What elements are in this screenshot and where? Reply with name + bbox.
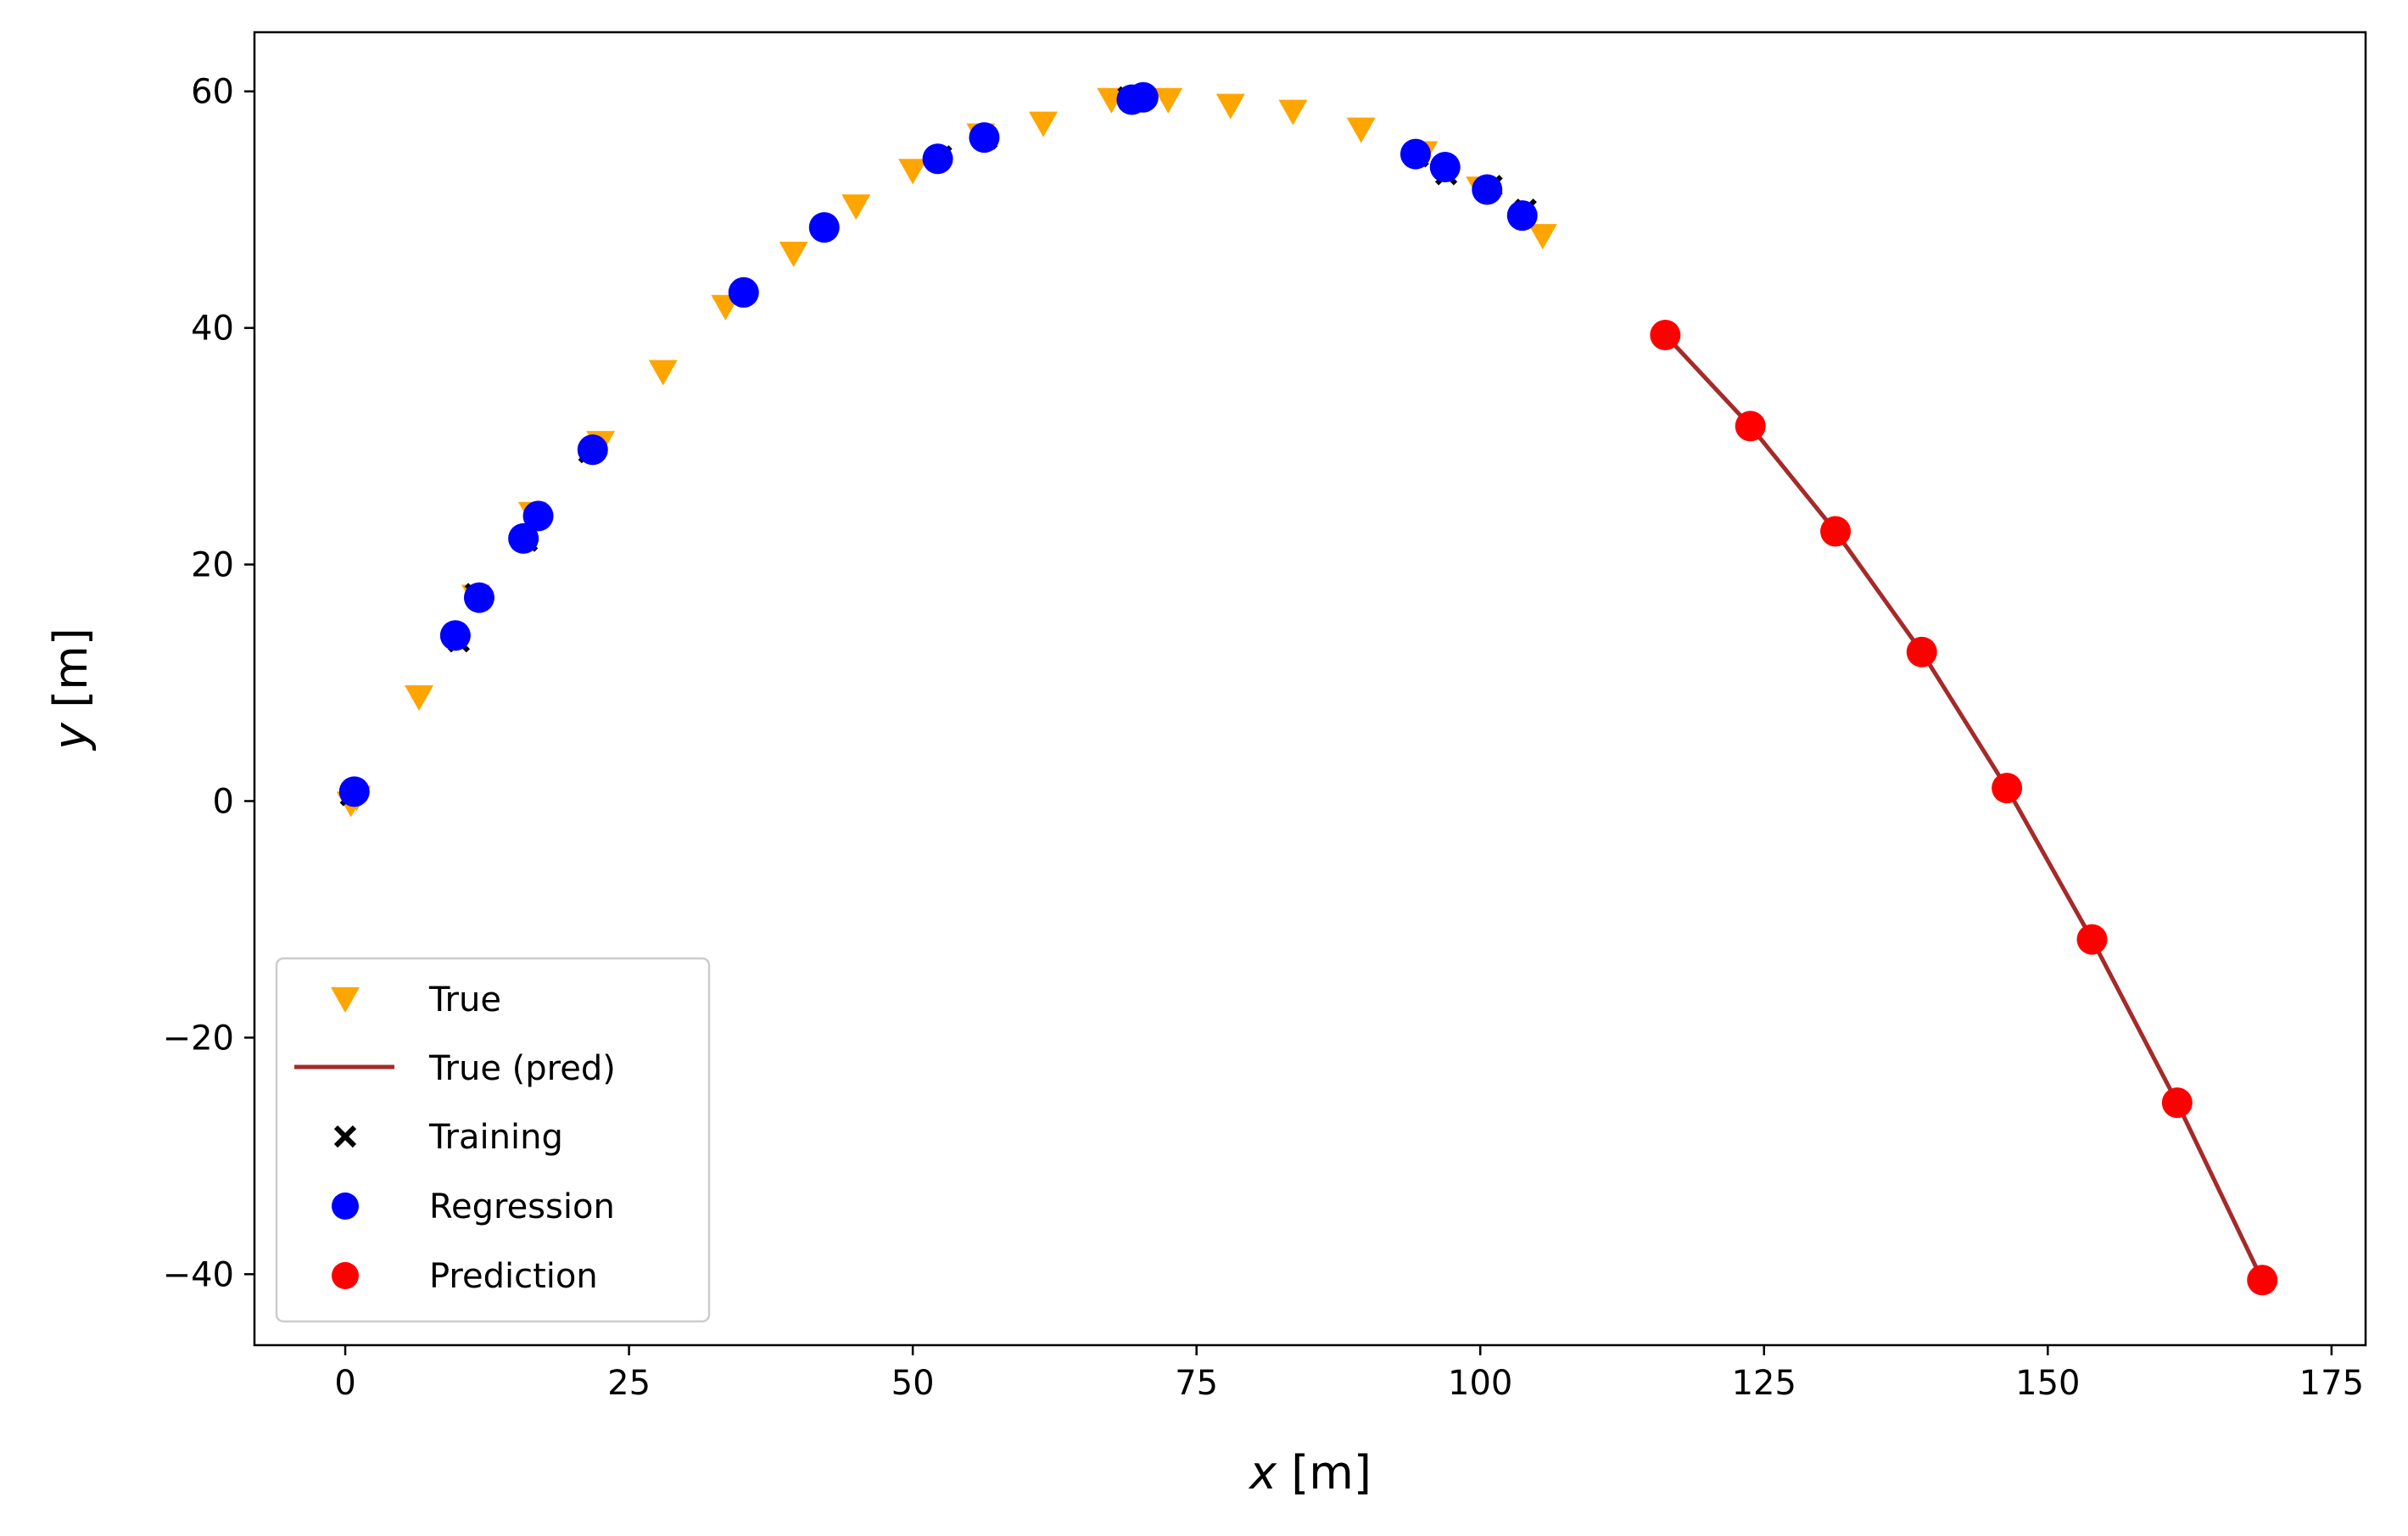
- y-tick-label: −40: [163, 1255, 234, 1294]
- y-axis-variable: y: [44, 722, 98, 751]
- regression-point: [969, 122, 1000, 154]
- plot-marks: [336, 81, 2278, 1296]
- true-point: [779, 242, 808, 267]
- x-tick-label: 175: [2299, 1364, 2364, 1403]
- legend-label-training: Training: [428, 1118, 563, 1157]
- legend-entry-prediction: Prediction: [332, 1257, 598, 1296]
- regression-point: [522, 500, 554, 532]
- regression-point: [1472, 174, 1503, 205]
- legend-marker-training: [333, 1125, 357, 1148]
- prediction-point: [1992, 773, 2023, 804]
- prediction-point: [1906, 636, 1937, 667]
- y-axis-ticks: −40 −20 0 20 40 60: [163, 73, 254, 1294]
- legend-box: [275, 957, 711, 1323]
- legend-marker-true: [331, 987, 360, 1013]
- y-tick-label: 40: [191, 310, 234, 349]
- true-point: [648, 360, 678, 386]
- prediction-point: [1820, 516, 1852, 547]
- legend-marker-prediction: [332, 1262, 359, 1289]
- x-tick-label: 150: [2015, 1364, 2080, 1403]
- legend-marker-regression: [332, 1192, 359, 1220]
- prediction-point: [1735, 411, 1766, 442]
- y-tick-label: 60: [191, 73, 234, 112]
- regression-point: [508, 522, 539, 554]
- legend-entry-regression: Regression: [332, 1187, 615, 1226]
- y-axis-unit: [m]: [44, 628, 98, 723]
- true-point: [1528, 224, 1557, 250]
- true-point: [841, 194, 871, 221]
- prediction-point: [2247, 1265, 2278, 1296]
- regression-point: [338, 776, 370, 807]
- legend-entry-training: Training: [333, 1118, 563, 1157]
- regression-point: [463, 582, 494, 613]
- true-point: [1029, 111, 1059, 137]
- x-tick-label: 100: [1448, 1364, 1512, 1403]
- regression-point: [1127, 81, 1159, 113]
- x-axis-ticks: 0 25 50 75 100 125 150 175: [334, 1345, 2364, 1403]
- legend-label-regression: Regression: [429, 1187, 615, 1226]
- y-tick-label: 0: [213, 782, 234, 821]
- true-point: [1278, 99, 1308, 126]
- true-pred-line: [1663, 333, 2265, 1282]
- prediction-point: [2161, 1087, 2193, 1119]
- true-point: [1346, 117, 1376, 143]
- prediction-point: [1650, 320, 1681, 351]
- legend-entry-true-pred: True (pred): [294, 1049, 616, 1088]
- true-point: [1154, 87, 1183, 114]
- regression-point: [439, 620, 471, 651]
- y-tick-label: 20: [191, 546, 234, 585]
- x-axis-label: x [m]: [1248, 1446, 1372, 1500]
- y-tick-label: −20: [163, 1019, 234, 1058]
- regression-point: [1429, 151, 1461, 182]
- plot-frame: [253, 31, 2367, 1347]
- regression-point: [922, 143, 953, 175]
- x-tick-label: 0: [334, 1364, 355, 1403]
- legend-label-prediction: Prediction: [429, 1257, 598, 1296]
- regression-point: [577, 434, 608, 466]
- legend: True True (pred) Training Regression Pre…: [275, 957, 711, 1323]
- x-tick-label: 75: [1175, 1364, 1218, 1403]
- legend-label-true: True: [428, 980, 501, 1019]
- regression-point: [808, 212, 840, 243]
- prediction-point: [2076, 924, 2108, 955]
- true-point: [898, 159, 928, 185]
- x-axis-variable: x: [1248, 1446, 1277, 1500]
- legend-entry-true: True: [331, 980, 501, 1019]
- x-tick-label: 50: [891, 1364, 935, 1403]
- true-point: [405, 684, 434, 711]
- x-axis-unit: [m]: [1277, 1446, 1372, 1500]
- x-tick-label: 25: [607, 1364, 651, 1403]
- regression-point: [728, 276, 759, 308]
- true-point: [1215, 93, 1245, 120]
- legend-label-true-pred: True (pred): [428, 1049, 616, 1088]
- y-axis-label: y [m]: [44, 628, 98, 751]
- regression-point: [1400, 138, 1431, 170]
- regression-point: [1506, 200, 1538, 232]
- x-tick-label: 125: [1732, 1364, 1796, 1403]
